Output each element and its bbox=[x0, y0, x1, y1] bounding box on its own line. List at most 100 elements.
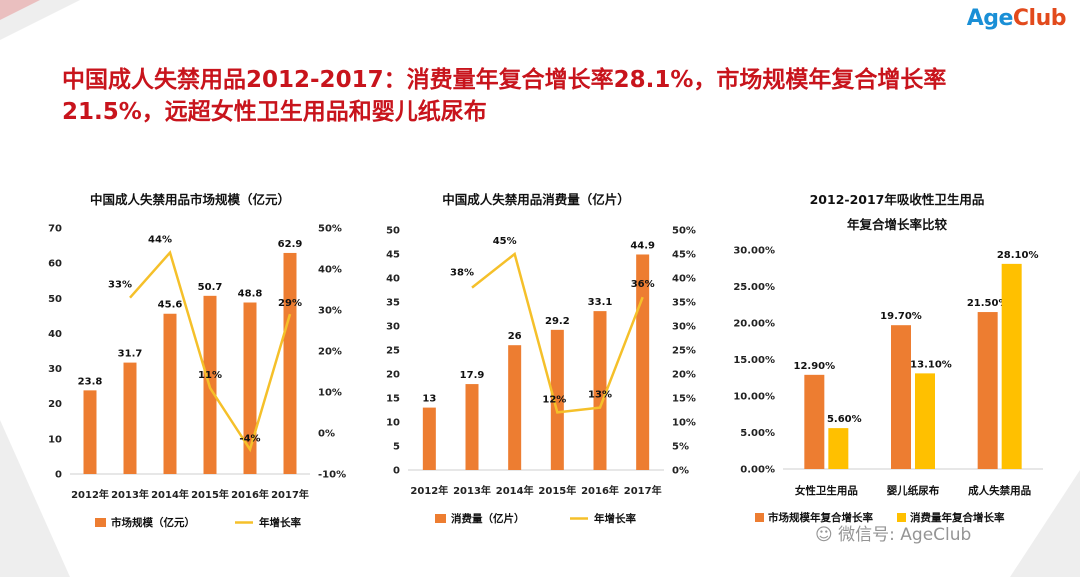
line-data-label: 45% bbox=[493, 236, 517, 247]
line-data-label: 44% bbox=[148, 235, 172, 246]
logo-part-club: Club bbox=[1012, 6, 1067, 31]
y-right-tick-label: 0% bbox=[318, 429, 335, 440]
bar bbox=[83, 390, 97, 474]
y-left-tick-label: 0 bbox=[55, 470, 62, 481]
y-right-tick-label: -10% bbox=[318, 470, 346, 481]
growth-rate-line bbox=[471, 251, 644, 414]
y-left-tick-label: 15 bbox=[386, 394, 400, 405]
y-left-tick-label: 50 bbox=[48, 294, 62, 305]
bar bbox=[123, 362, 137, 474]
line-data-label: 13% bbox=[588, 390, 612, 401]
wechat-icon: ☺ bbox=[815, 525, 833, 545]
line-data-label: 38% bbox=[450, 268, 474, 279]
y-right-tick-label: 15% bbox=[672, 394, 696, 405]
bar-data-label: 26 bbox=[508, 331, 522, 342]
line-data-label: 36% bbox=[631, 279, 655, 290]
y-left-tick-label: 5 bbox=[393, 442, 400, 453]
chart-title: 2012-2017年吸收性卫生用品 bbox=[810, 192, 985, 207]
page-headline: 中国成人失禁用品2012-2017：消费量年复合增长率28.1%，市场规模年复合… bbox=[62, 67, 947, 125]
line-data-label: 11% bbox=[198, 370, 222, 381]
wechat-watermark: ☺ 微信号: AgeClub bbox=[815, 520, 971, 545]
y-left-tick-label: 60 bbox=[48, 259, 62, 270]
y-left-tick-label: 0 bbox=[393, 466, 400, 477]
bar-data-label: 13 bbox=[422, 394, 436, 405]
y-right-tick-label: 10% bbox=[318, 388, 342, 399]
bar-data-label: 13.10% bbox=[910, 359, 952, 370]
bar bbox=[422, 407, 436, 470]
y-left-tick-label: 10 bbox=[386, 418, 400, 429]
legend-swatch-series-2 bbox=[897, 513, 906, 522]
x-tick-label: 2014年 bbox=[496, 484, 534, 497]
y-tick-label: 30.00% bbox=[733, 246, 775, 257]
y-right-tick-label: 20% bbox=[672, 370, 696, 381]
x-tick-label: 女性卫生用品 bbox=[795, 484, 858, 497]
bar-data-label: 12.90% bbox=[794, 361, 836, 372]
x-tick-label: 2013年 bbox=[111, 488, 149, 501]
market-size-chart: 中国成人失禁用品市场规模（亿元） 0 10 20 30 40 50 60 70 -10% 0% 10%… bbox=[48, 192, 346, 529]
bar-data-label: 28.10% bbox=[997, 250, 1039, 261]
y-left-tick-label: 40 bbox=[48, 329, 62, 340]
x-tick-label: 2016年 bbox=[581, 484, 619, 497]
y-tick-label: 15.00% bbox=[733, 355, 775, 366]
line-data-label: 33% bbox=[108, 280, 132, 291]
y-right-tick-label: 45% bbox=[672, 250, 696, 261]
bar bbox=[1001, 263, 1022, 469]
y-left-tick-label: 20 bbox=[48, 399, 62, 410]
legend-swatch-series-1 bbox=[755, 513, 764, 522]
bar-data-label: 31.7 bbox=[118, 349, 143, 360]
line-data-label: -4% bbox=[239, 433, 260, 444]
bottom-left-grey-triangle bbox=[0, 420, 70, 577]
y-right-tick-label: 25% bbox=[672, 346, 696, 357]
y-tick-label: 5.00% bbox=[740, 428, 775, 439]
x-tick-label: 2015年 bbox=[191, 488, 229, 501]
x-tick-label: 2015年 bbox=[538, 484, 576, 497]
y-tick-label: 10.00% bbox=[733, 392, 775, 403]
y-left-tick-label: 50 bbox=[386, 226, 400, 237]
bar-data-label: 50.7 bbox=[198, 282, 223, 293]
legend-label-bar: 市场规模（亿元） bbox=[111, 516, 195, 529]
y-right-tick-label: 10% bbox=[672, 418, 696, 429]
y-tick-label: 0.00% bbox=[740, 465, 775, 476]
x-tick-label: 2012年 bbox=[410, 484, 448, 497]
y-right-tick-label: 40% bbox=[318, 265, 342, 276]
y-right-tick-label: 50% bbox=[672, 226, 696, 237]
y-tick-label: 25.00% bbox=[733, 282, 775, 293]
legend-label-series-2: 消费量年复合增长率 bbox=[910, 511, 1005, 524]
y-right-tick-label: 40% bbox=[672, 274, 696, 285]
bar-data-label: 44.9 bbox=[630, 240, 655, 251]
bar bbox=[243, 302, 257, 474]
chart-title: 中国成人失禁用品消费量（亿片） bbox=[442, 192, 630, 207]
legend-swatch-bar bbox=[95, 518, 106, 527]
x-tick-label: 2017年 bbox=[271, 488, 309, 501]
x-tick-label: 2012年 bbox=[71, 488, 109, 501]
y-left-tick-label: 35 bbox=[386, 298, 400, 309]
logo-part-age: Age bbox=[966, 6, 1014, 31]
bar-data-label: 48.8 bbox=[238, 289, 263, 300]
y-left-tick-label: 30 bbox=[48, 364, 62, 375]
line-data-label: 29% bbox=[278, 298, 302, 309]
bar bbox=[163, 313, 177, 474]
bar bbox=[977, 312, 998, 469]
y-left-tick-label: 30 bbox=[386, 322, 400, 333]
growth-rate-line bbox=[129, 250, 292, 453]
bar-data-label: 21.50% bbox=[967, 298, 1009, 309]
bar bbox=[465, 384, 479, 470]
x-tick-label: 2017年 bbox=[624, 484, 662, 497]
y-left-tick-label: 40 bbox=[386, 274, 400, 285]
ageclub-logo: AgeClub bbox=[966, 6, 1067, 31]
x-tick-label: 2013年 bbox=[453, 484, 491, 497]
bar-data-label: 19.70% bbox=[880, 311, 922, 322]
bottom-right-grey-triangle bbox=[1010, 470, 1080, 577]
y-left-tick-label: 25 bbox=[386, 346, 400, 357]
consumption-chart: 中国成人失禁用品消费量（亿片） 0 5 10 15 20 25 30 35 40 45 50 0% 5% 1… bbox=[386, 192, 696, 525]
y-right-tick-label: 35% bbox=[672, 298, 696, 309]
bar bbox=[593, 311, 607, 470]
watermark-text: 微信号: AgeClub bbox=[838, 525, 972, 545]
bar-data-label: 5.60% bbox=[827, 414, 862, 425]
y-right-tick-label: 50% bbox=[318, 224, 342, 235]
chart-title: 中国成人失禁用品市场规模（亿元） bbox=[90, 192, 290, 207]
bar bbox=[508, 345, 522, 470]
chart-subtitle: 年复合增长率比较 bbox=[847, 217, 948, 232]
